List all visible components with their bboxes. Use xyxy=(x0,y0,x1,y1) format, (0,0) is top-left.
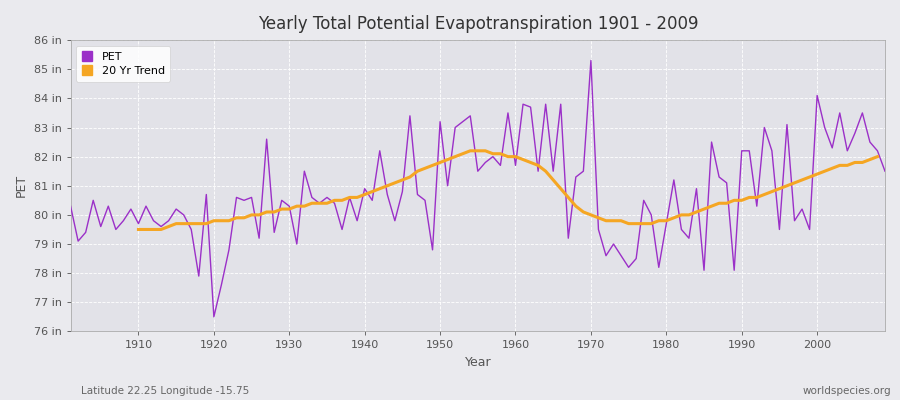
20 Yr Trend xyxy=(359,192,370,197)
Text: worldspecies.org: worldspecies.org xyxy=(803,386,891,396)
PET xyxy=(518,102,528,106)
PET xyxy=(510,163,521,168)
Text: Latitude 22.25 Longitude -15.75: Latitude 22.25 Longitude -15.75 xyxy=(81,386,249,396)
20 Yr Trend xyxy=(329,198,340,203)
Title: Yearly Total Potential Evapotranspiration 1901 - 2009: Yearly Total Potential Evapotranspiratio… xyxy=(257,15,698,33)
20 Yr Trend xyxy=(533,163,544,168)
20 Yr Trend xyxy=(510,154,521,159)
PET xyxy=(125,207,136,212)
X-axis label: Year: Year xyxy=(464,356,491,369)
20 Yr Trend xyxy=(721,201,732,206)
Legend: PET, 20 Yr Trend: PET, 20 Yr Trend xyxy=(76,46,170,82)
PET xyxy=(209,314,220,319)
PET xyxy=(616,253,626,258)
20 Yr Trend xyxy=(872,154,883,159)
Line: 20 Yr Trend: 20 Yr Trend xyxy=(139,151,878,230)
PET xyxy=(586,58,597,63)
PET xyxy=(299,169,310,174)
20 Yr Trend xyxy=(307,201,318,206)
Line: PET: PET xyxy=(70,60,885,317)
20 Yr Trend xyxy=(133,227,144,232)
Y-axis label: PET: PET xyxy=(15,174,28,197)
PET xyxy=(879,169,890,174)
PET xyxy=(344,195,355,200)
20 Yr Trend xyxy=(465,148,476,153)
PET xyxy=(65,204,76,208)
